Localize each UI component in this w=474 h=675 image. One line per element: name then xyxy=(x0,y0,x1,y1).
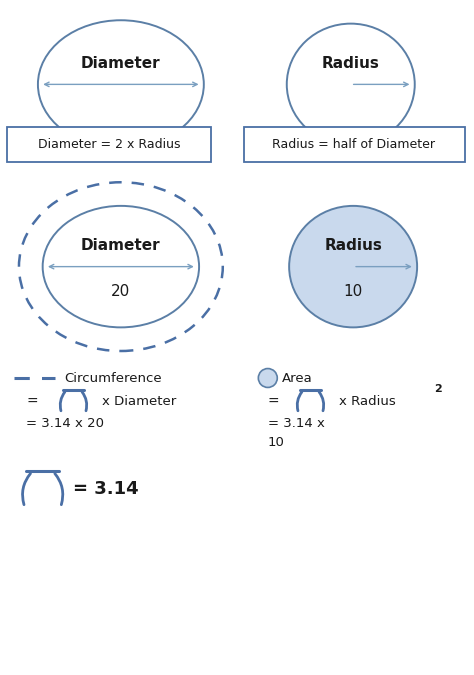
Text: =: = xyxy=(26,395,38,408)
Text: = 3.14 x 20: = 3.14 x 20 xyxy=(26,417,104,431)
Ellipse shape xyxy=(289,206,417,327)
Text: Diameter = 2 x Radius: Diameter = 2 x Radius xyxy=(38,138,180,151)
Text: Radius = half of Diameter: Radius = half of Diameter xyxy=(272,138,435,151)
Text: Diameter: Diameter xyxy=(81,56,161,71)
Text: 2: 2 xyxy=(434,385,441,394)
Text: = 3.14 x: = 3.14 x xyxy=(268,417,325,431)
Text: 10: 10 xyxy=(344,284,363,298)
Text: 20: 20 xyxy=(111,284,130,298)
Text: = 3.14: = 3.14 xyxy=(73,481,139,498)
Text: Radius: Radius xyxy=(324,238,382,253)
Ellipse shape xyxy=(258,369,277,387)
FancyBboxPatch shape xyxy=(7,127,211,162)
FancyBboxPatch shape xyxy=(244,127,465,162)
Text: 10: 10 xyxy=(268,435,285,449)
Text: Circumference: Circumference xyxy=(64,371,162,385)
Text: x Diameter: x Diameter xyxy=(102,395,176,408)
Text: Area: Area xyxy=(282,371,313,385)
Text: =: = xyxy=(268,395,280,408)
Text: Radius: Radius xyxy=(322,56,380,71)
Text: x Radius: x Radius xyxy=(339,395,396,408)
Text: Diameter: Diameter xyxy=(81,238,161,253)
